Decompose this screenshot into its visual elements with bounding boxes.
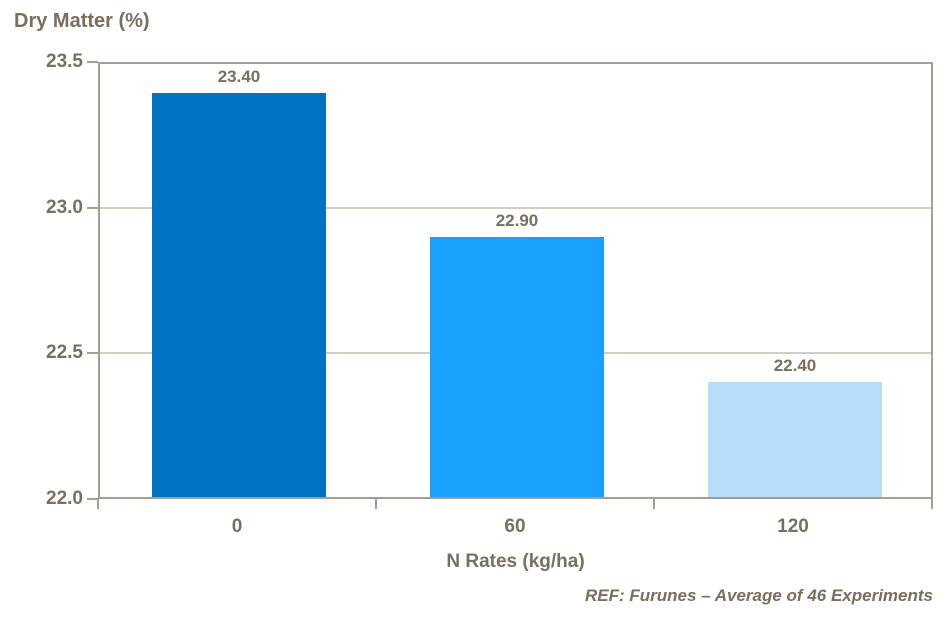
y-axis-tick-label: 22.5 <box>46 342 83 363</box>
reference-annotation: REF: Furunes – Average of 46 Experiments <box>585 586 933 605</box>
x-axis-tick-label: 120 <box>777 516 809 537</box>
y-axis-tick-label: 22.0 <box>46 488 83 509</box>
y-tick-mark <box>87 207 98 209</box>
x-axis-tick-label: 0 <box>231 516 243 537</box>
chart-title: Dry Matter (%) <box>14 10 150 32</box>
plot-area: 23.40 22.90 22.40 <box>98 62 933 499</box>
bar-group: 23.40 <box>100 64 378 497</box>
bar-value-label: 22.40 <box>773 355 817 375</box>
bar-group: 22.90 <box>378 64 656 497</box>
y-axis-tick-label: 23.0 <box>46 197 83 218</box>
y-tick-mark <box>87 61 98 63</box>
bar-value-label: 22.90 <box>495 211 539 231</box>
x-axis-tick-label: 60 <box>504 516 526 537</box>
y-tick-mark <box>87 498 98 500</box>
gridline <box>100 207 931 210</box>
bar-value-label: 23.40 <box>217 66 261 86</box>
bar <box>430 237 604 497</box>
x-tick-mark <box>931 499 933 509</box>
bar <box>152 92 326 497</box>
y-tick-mark <box>87 352 98 354</box>
x-tick-mark <box>97 499 99 509</box>
x-axis-title: N Rates (kg/ha) <box>446 551 585 572</box>
x-tick-mark <box>375 499 377 509</box>
bar-group: 22.40 <box>656 64 934 497</box>
bar <box>708 381 882 497</box>
x-tick-mark <box>653 499 655 509</box>
y-axis-tick-label: 23.5 <box>46 51 83 72</box>
